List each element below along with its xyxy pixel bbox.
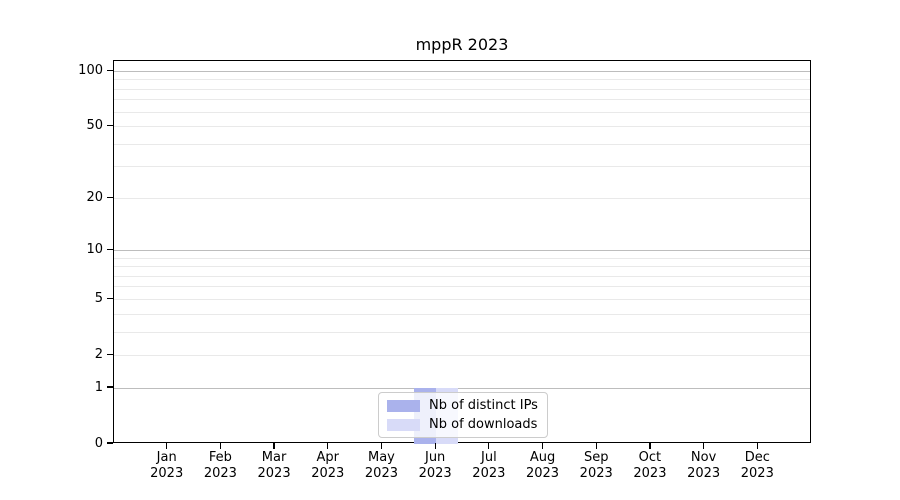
- y-tick-mark: [107, 248, 113, 251]
- x-tick-label-line: 2023: [364, 466, 398, 481]
- x-tick-label: Jun 2023: [405, 450, 465, 482]
- legend-swatch-distinct-ips-icon: [387, 399, 420, 412]
- x-tick-label: Nov 2023: [674, 450, 734, 482]
- minor-gridline: [114, 298, 810, 300]
- y-tick-label: 0: [94, 435, 103, 451]
- minor-gridline: [114, 88, 810, 90]
- minor-gridline: [114, 286, 810, 288]
- x-tick-label: Jul 2023: [459, 450, 519, 482]
- x-tick-label-line: Nov: [690, 450, 717, 465]
- x-tick-label-line: 2023: [633, 466, 667, 481]
- x-tick-label-line: Mar: [261, 450, 287, 465]
- minor-gridline: [114, 111, 810, 113]
- x-tick-label: Dec 2023: [727, 450, 787, 482]
- major-gridline: [114, 249, 810, 251]
- x-tick-label-line: Apr: [316, 450, 340, 465]
- x-tick-label: Jan 2023: [137, 450, 197, 482]
- y-tick-mark: [107, 69, 113, 72]
- minor-gridline: [114, 166, 810, 168]
- x-tick-label-line: May: [368, 450, 395, 465]
- x-tick-mark: [488, 443, 490, 449]
- x-tick-label-line: 2023: [687, 466, 721, 481]
- x-tick-label: Aug 2023: [513, 450, 573, 482]
- y-tick-mark: [107, 196, 113, 198]
- minor-gridline: [114, 331, 810, 333]
- legend-item-distinct-ips: Nb of distinct IPs: [387, 398, 538, 413]
- legend-item-downloads: Nb of downloads: [387, 417, 538, 432]
- x-tick-label-line: Sep: [583, 450, 609, 465]
- minor-gridline: [114, 313, 810, 315]
- minor-gridline: [114, 79, 810, 81]
- y-tick-label: 100: [78, 62, 103, 78]
- x-tick-label: Apr 2023: [298, 450, 358, 482]
- x-tick-label-line: Jun: [424, 450, 446, 465]
- x-tick-label-line: Aug: [529, 450, 556, 465]
- minor-gridline: [114, 99, 810, 101]
- major-gridline: [114, 387, 810, 389]
- x-tick-mark: [327, 443, 329, 449]
- legend-label-distinct-ips: Nb of distinct IPs: [429, 398, 538, 413]
- x-tick-mark: [541, 443, 544, 449]
- x-tick-label-line: Oct: [638, 450, 662, 465]
- x-tick-mark: [434, 443, 436, 449]
- x-tick-mark: [219, 443, 221, 449]
- chart-title: mppR 2023: [415, 35, 509, 54]
- legend-label-downloads: Nb of downloads: [429, 417, 538, 432]
- x-tick-label-line: Jan: [156, 450, 177, 465]
- x-tick-label-line: 2023: [311, 466, 345, 481]
- x-tick-label: Sep 2023: [566, 450, 626, 482]
- x-tick-mark: [595, 443, 597, 449]
- x-tick-mark: [649, 443, 651, 449]
- minor-gridline: [114, 143, 810, 145]
- major-gridline: [114, 70, 810, 72]
- y-tick-label: 50: [86, 118, 103, 134]
- x-tick-label-line: 2023: [203, 466, 237, 481]
- minor-gridline: [114, 257, 810, 259]
- x-tick-label-line: Dec: [744, 450, 770, 465]
- x-tick-label-line: 2023: [740, 466, 774, 481]
- x-tick-label-line: 2023: [418, 466, 452, 481]
- minor-gridline: [114, 126, 810, 128]
- minor-gridline: [114, 266, 810, 268]
- legend: Nb of distinct IPs Nb of downloads: [378, 392, 548, 438]
- x-tick-mark: [756, 443, 758, 449]
- x-tick-label-line: 2023: [150, 466, 184, 481]
- y-tick-mark: [107, 297, 113, 299]
- x-tick-mark: [703, 443, 705, 449]
- y-tick-mark: [107, 442, 113, 444]
- minor-gridline: [114, 275, 810, 277]
- minor-gridline: [114, 197, 810, 199]
- x-tick-label: Oct 2023: [620, 450, 680, 482]
- x-tick-label-line: 2023: [579, 466, 613, 481]
- plot-area: [113, 60, 811, 444]
- y-tick-mark: [107, 386, 113, 388]
- minor-gridline: [114, 354, 810, 356]
- x-tick-label: May 2023: [351, 450, 411, 482]
- x-tick-label-line: 2023: [257, 466, 291, 481]
- legend-swatch-downloads-icon: [387, 418, 420, 431]
- y-tick-label: 20: [86, 189, 103, 205]
- x-tick-label: Mar 2023: [244, 450, 304, 482]
- x-tick-mark: [380, 443, 383, 449]
- y-tick-mark: [107, 353, 113, 355]
- x-tick-mark: [166, 443, 168, 449]
- x-tick-label-line: Feb: [208, 450, 232, 465]
- x-tick-mark: [273, 443, 275, 449]
- y-tick-label: 10: [86, 241, 103, 257]
- x-tick-label-line: 2023: [472, 466, 506, 481]
- y-tick-label: 2: [94, 346, 103, 362]
- x-tick-label-line: 2023: [525, 466, 560, 481]
- y-tick-label: 1: [94, 379, 103, 395]
- y-tick-label: 5: [94, 290, 103, 306]
- y-tick-mark: [107, 125, 113, 127]
- x-tick-label: Feb 2023: [190, 450, 250, 482]
- x-tick-label-line: Jul: [481, 450, 497, 465]
